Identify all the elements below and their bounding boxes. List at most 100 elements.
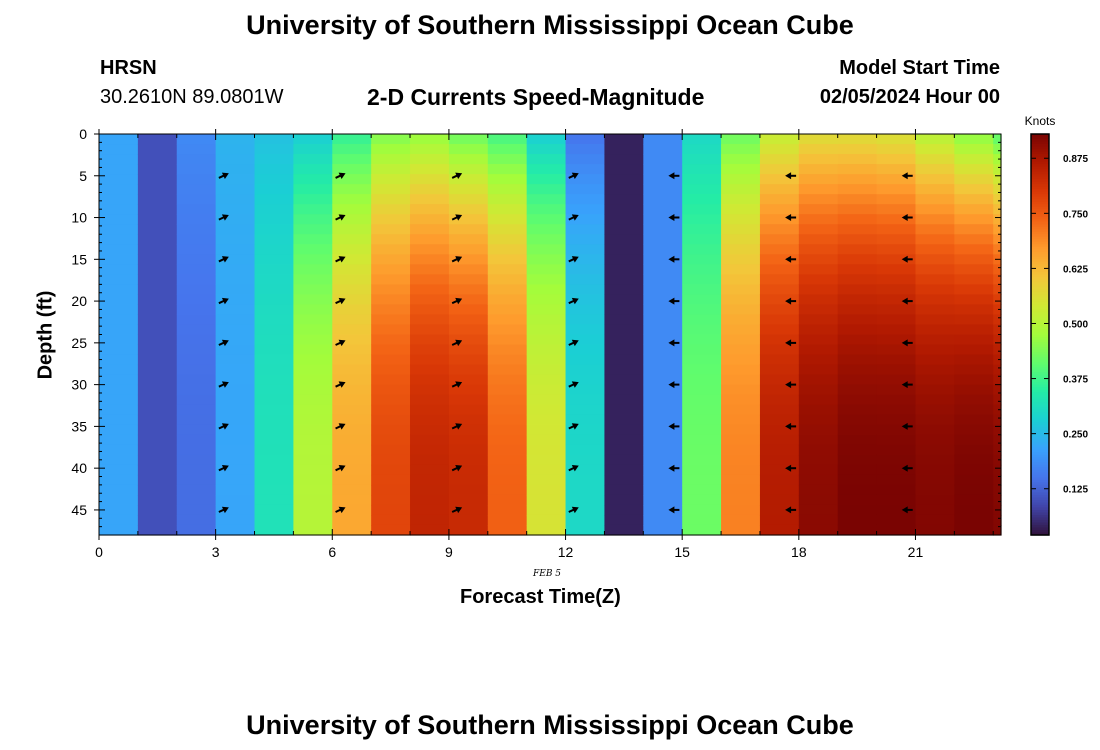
heatmap-cell xyxy=(215,374,256,386)
heatmap-cell xyxy=(526,314,567,326)
heatmap-cell xyxy=(448,394,489,406)
heatmap-cell xyxy=(448,274,489,285)
colorbar-segment xyxy=(1031,316,1049,321)
heatmap-cell xyxy=(565,334,606,346)
heatmap-cell xyxy=(643,314,683,326)
heatmap-cell xyxy=(410,394,450,406)
heatmap-cell xyxy=(604,504,644,516)
heatmap-cell xyxy=(487,294,528,306)
heatmap-cell xyxy=(371,164,411,175)
heatmap-cell xyxy=(371,464,411,476)
heatmap-cell xyxy=(448,504,489,516)
heatmap-cell xyxy=(293,484,333,496)
heatmap-cell xyxy=(215,184,256,195)
heatmap-cell xyxy=(371,334,411,346)
heatmap-cell xyxy=(448,264,489,275)
heatmap-cell xyxy=(876,154,917,165)
heatmap-cell xyxy=(215,464,256,476)
current-vector-arrow xyxy=(451,465,463,472)
heatmap-cell xyxy=(176,174,217,185)
heatmap-cell xyxy=(759,474,800,486)
heatmap-cell xyxy=(954,334,994,346)
current-vector-arrow xyxy=(785,422,797,430)
heatmap-cell xyxy=(954,304,994,316)
heatmap-cell xyxy=(487,264,528,275)
heatmap-cell xyxy=(137,524,178,536)
heatmap-cell xyxy=(215,344,256,356)
heatmap-cell xyxy=(99,214,139,225)
heatmap-cell xyxy=(798,404,839,416)
colorbar-segment xyxy=(1031,512,1049,516)
colorbar-segment xyxy=(1031,234,1049,238)
heatmap-cell xyxy=(487,154,528,165)
heatmap-cell xyxy=(293,204,333,215)
heatmap-cell xyxy=(99,224,139,235)
heatmap-cell xyxy=(487,204,528,215)
heatmap-cell xyxy=(837,344,878,356)
heatmap-cell xyxy=(565,454,606,466)
heatmap-cell xyxy=(371,204,411,215)
heatmap-cell xyxy=(915,404,955,416)
heatmap-cell xyxy=(682,174,722,185)
heatmap-cell xyxy=(410,234,450,245)
heatmap-cell xyxy=(254,474,294,486)
colorbar-segment xyxy=(1031,352,1049,356)
heatmap-cell xyxy=(565,284,606,295)
heatmap-cell xyxy=(876,294,917,306)
heatmap-cell xyxy=(254,444,294,456)
heatmap-cell xyxy=(837,474,878,486)
colorbar-segment xyxy=(1031,459,1049,463)
heatmap-cell xyxy=(993,344,1002,356)
heatmap-cell xyxy=(643,134,683,145)
colorbar-segment xyxy=(1031,139,1049,143)
heatmap-cell xyxy=(643,184,683,195)
heatmap-cell xyxy=(137,424,178,436)
colorbar-segment xyxy=(1031,231,1049,235)
heatmap-cell xyxy=(332,434,372,446)
heatmap-cell xyxy=(759,314,800,326)
heatmap-cell xyxy=(176,284,217,295)
heatmap-cell xyxy=(371,374,411,386)
heatmap-cell xyxy=(798,164,839,175)
heatmap-cell xyxy=(487,284,528,295)
colorbar-segment xyxy=(1031,487,1049,491)
heatmap-cell xyxy=(682,494,722,506)
heatmap-cell xyxy=(759,144,800,155)
y-tick-label: 20 xyxy=(71,293,87,309)
heatmap-cell xyxy=(837,454,878,466)
heatmap-cell xyxy=(99,294,139,306)
heatmap-cell xyxy=(682,474,722,486)
heatmap-cell xyxy=(682,274,722,285)
heatmap-cell xyxy=(448,204,489,215)
heatmap-cell xyxy=(254,484,294,496)
heatmap-cell xyxy=(99,274,139,285)
heatmap-cell xyxy=(332,264,372,275)
heatmap-cell xyxy=(915,224,955,235)
heatmap-cell xyxy=(721,524,761,536)
heatmap-cell xyxy=(410,254,450,265)
heatmap-cell xyxy=(526,204,567,215)
heatmap-cell xyxy=(215,514,256,526)
heatmap-cell xyxy=(487,484,528,496)
heatmap-cell xyxy=(137,154,178,165)
heatmap-cell xyxy=(643,144,683,155)
heatmap-cell xyxy=(993,414,1002,426)
heatmap-cell xyxy=(487,344,528,356)
heatmap-cell xyxy=(487,424,528,436)
heatmap-cell xyxy=(526,354,567,366)
heatmap-cell xyxy=(332,294,372,306)
y-tick-label: 0 xyxy=(79,126,87,142)
heatmap-cell xyxy=(837,494,878,506)
colorbar-segment xyxy=(1031,437,1049,441)
colorbar-segment xyxy=(1031,151,1049,155)
colorbar-segment xyxy=(1031,281,1049,285)
y-axis: 0 5 10 15 20 25 30 35 40 45 xyxy=(71,126,1001,536)
x-tick-label: 21 xyxy=(908,544,924,560)
heatmap-cell xyxy=(371,134,411,145)
heatmap-cell xyxy=(954,174,994,185)
colorbar-segment xyxy=(1031,269,1049,273)
heatmap-cell xyxy=(215,234,256,245)
heatmap-cell xyxy=(137,404,178,416)
colorbar-segment xyxy=(1031,296,1049,301)
current-vector-arrow xyxy=(901,172,913,180)
